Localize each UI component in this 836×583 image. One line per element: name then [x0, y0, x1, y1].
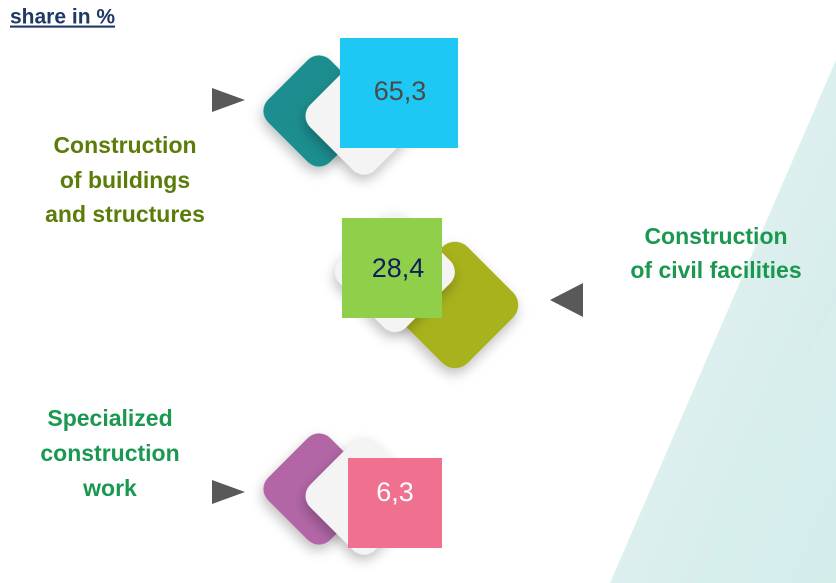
- value: 28,4: [372, 253, 425, 283]
- label-line: construction: [40, 440, 179, 466]
- value: 65,3: [374, 76, 427, 106]
- label-line: of buildings: [60, 167, 190, 193]
- arrow: [212, 480, 245, 504]
- label-line: Specialized: [47, 405, 172, 431]
- label-line: of civil facilities: [630, 257, 801, 283]
- label-line: Construction: [644, 223, 787, 249]
- arrow: [550, 283, 583, 317]
- label-group: Specialized construction work: [40, 405, 179, 501]
- label-line: work: [82, 475, 137, 501]
- arrow: [212, 88, 245, 112]
- label-line: and structures: [45, 201, 205, 227]
- page: {"header": {"title": "share in %"}, "ite…: [0, 0, 836, 583]
- title: share in %: [10, 6, 115, 29]
- label-line: Construction: [53, 132, 196, 158]
- value: 6,3: [376, 477, 414, 507]
- infographic: share in % 65,3 Construction of building…: [0, 0, 836, 583]
- label-group: Construction of buildings and structures: [45, 132, 205, 227]
